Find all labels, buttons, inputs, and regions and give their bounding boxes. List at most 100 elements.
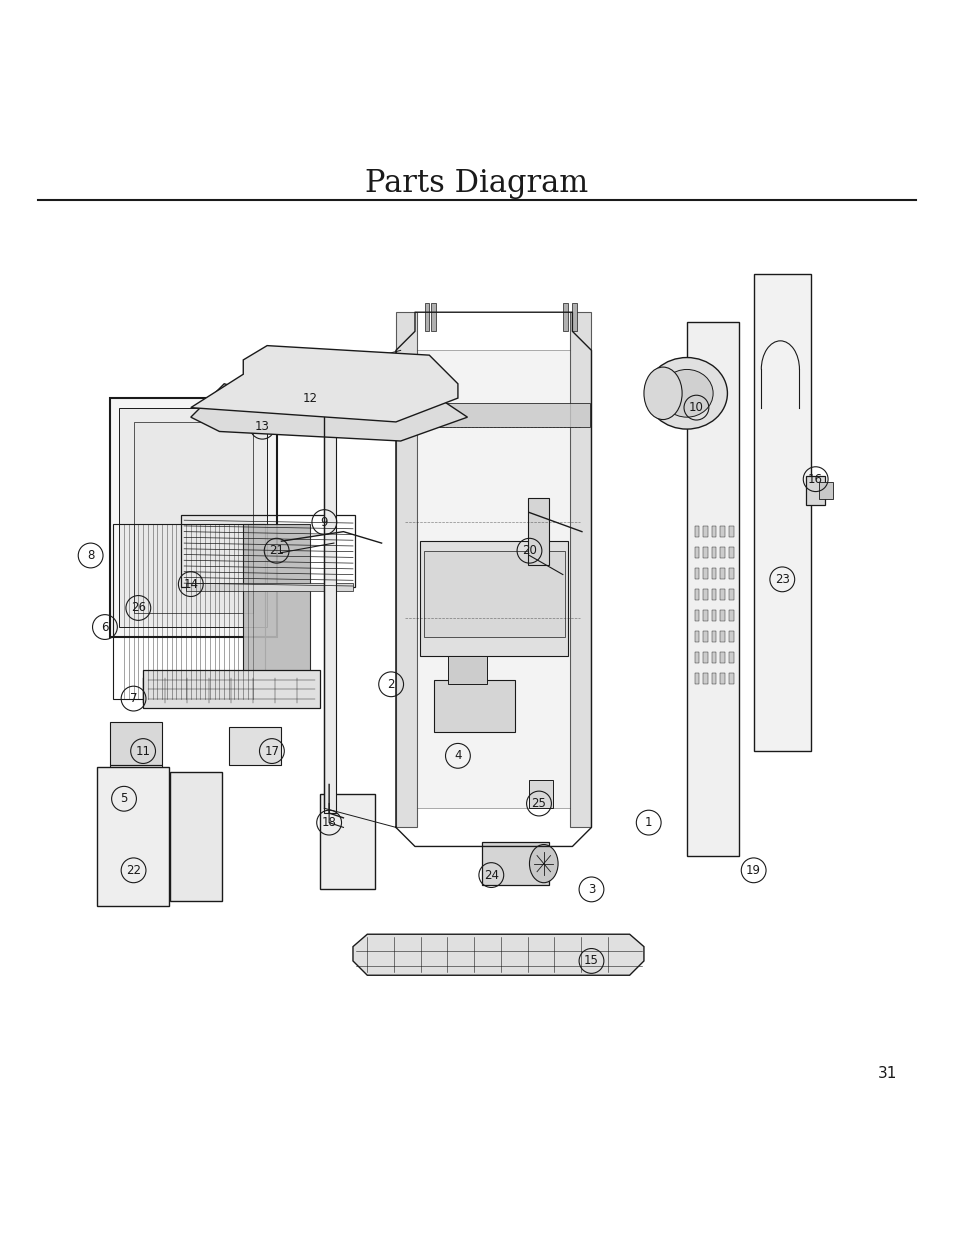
Bar [720,673,724,684]
Bar [572,303,577,331]
Bar [711,568,716,579]
Bar [702,610,707,621]
Bar [728,610,733,621]
Text: Parts Diagram: Parts Diagram [365,168,588,199]
Text: 12: 12 [302,391,317,405]
Bar [97,767,169,905]
Bar [711,526,716,537]
Bar [562,303,567,331]
Bar [711,673,716,684]
Bar [728,631,733,642]
Bar [694,547,699,558]
Bar [448,656,486,684]
Text: 24: 24 [483,868,498,882]
Polygon shape [353,934,643,976]
Bar [694,631,699,642]
Bar [694,652,699,663]
Text: 11: 11 [135,745,151,757]
Bar [702,652,707,663]
Text: 23: 23 [774,573,789,585]
Bar [128,787,135,795]
Polygon shape [191,346,457,422]
Ellipse shape [646,358,726,429]
Bar [728,568,733,579]
Bar [570,312,591,827]
Text: 13: 13 [254,420,270,433]
Bar [686,322,739,856]
Bar [720,652,724,663]
Bar [110,766,162,789]
Ellipse shape [529,845,558,883]
Bar [243,524,310,699]
Bar [702,673,707,684]
Ellipse shape [659,369,712,417]
Bar [753,274,810,751]
Bar [481,842,548,884]
Bar [720,547,724,558]
Bar [527,498,548,566]
Bar [133,422,253,613]
Bar [720,568,724,579]
Text: 18: 18 [321,816,336,829]
Bar [702,526,707,537]
Bar [416,351,570,808]
Text: 10: 10 [688,401,703,414]
Text: 9: 9 [320,515,328,529]
Bar [702,589,707,600]
Text: 14: 14 [183,578,198,590]
Bar [324,351,335,813]
Bar [728,673,733,684]
Text: 8: 8 [87,550,94,562]
Bar [805,477,824,505]
Bar [395,312,416,827]
Bar [319,794,375,889]
Bar [110,722,162,766]
Bar [119,408,267,627]
Text: 15: 15 [583,955,598,967]
Bar [181,515,355,587]
Bar [694,673,699,684]
Bar [434,679,515,732]
Bar [728,547,733,558]
Bar [139,787,147,795]
Bar [229,727,281,766]
Bar [694,589,699,600]
Bar [720,631,724,642]
Bar [728,589,733,600]
Bar [702,568,707,579]
Bar [711,589,716,600]
Text: 2: 2 [387,678,395,690]
Text: 3: 3 [587,883,595,895]
Text: 7: 7 [130,692,137,705]
Text: 21: 21 [269,545,284,557]
Bar [728,526,733,537]
Polygon shape [191,384,467,441]
Text: 26: 26 [131,601,146,615]
Bar [143,669,319,708]
Text: 20: 20 [521,545,537,557]
Text: 1: 1 [644,816,652,829]
Bar [400,403,589,427]
Text: 25: 25 [531,797,546,810]
Bar [431,303,436,331]
Bar [711,547,716,558]
Text: 22: 22 [126,863,141,877]
Bar [711,631,716,642]
Bar [720,589,724,600]
Bar [186,583,353,590]
Bar [694,568,699,579]
Bar [711,652,716,663]
Bar [720,610,724,621]
Text: 31: 31 [877,1066,896,1081]
Bar [702,631,707,642]
Bar [170,772,222,900]
Bar [112,524,265,699]
Text: 6: 6 [101,620,109,634]
Bar [423,551,564,636]
Bar [419,541,567,656]
Bar [694,610,699,621]
FancyBboxPatch shape [110,398,276,636]
Bar [116,787,124,795]
Bar [818,482,832,499]
Bar [720,526,724,537]
